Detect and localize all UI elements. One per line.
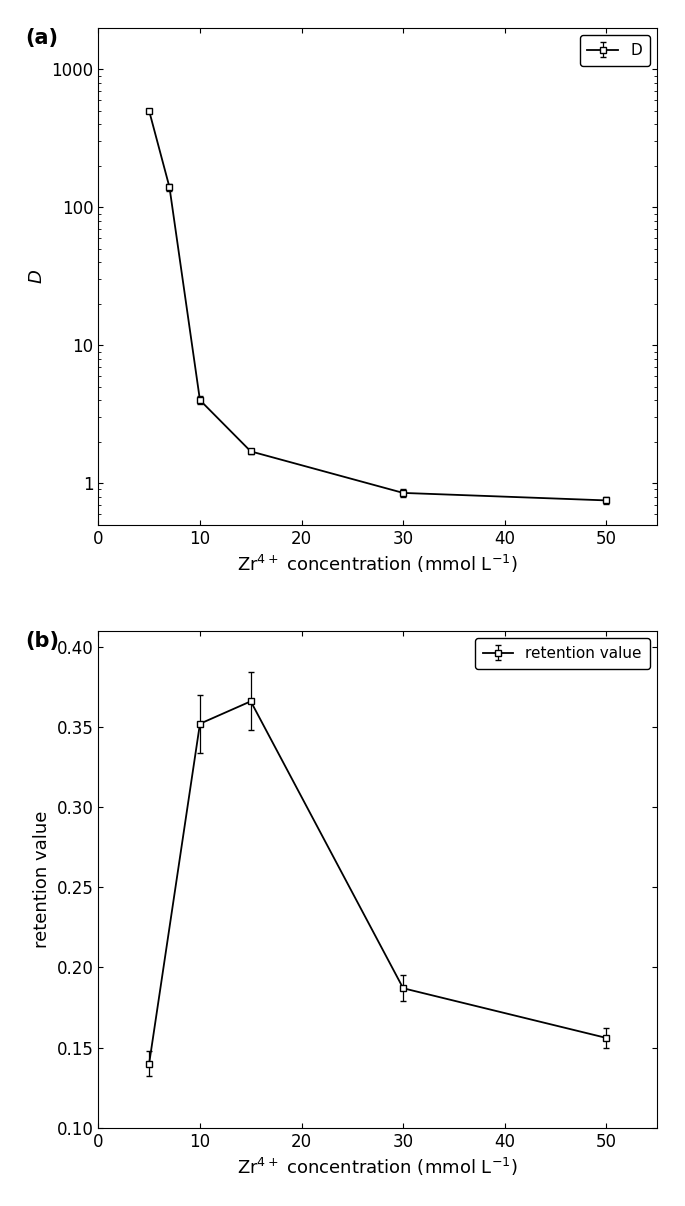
- Text: (b): (b): [25, 631, 60, 651]
- Text: (a): (a): [25, 28, 59, 48]
- X-axis label: Zr$^{4+}$ concentration (mmol L$^{-1}$): Zr$^{4+}$ concentration (mmol L$^{-1}$): [238, 1157, 518, 1178]
- Y-axis label: D: D: [28, 269, 46, 283]
- Legend: D: D: [580, 35, 649, 65]
- Legend: retention value: retention value: [475, 638, 649, 668]
- Y-axis label: retention value: retention value: [33, 810, 51, 948]
- X-axis label: Zr$^{4+}$ concentration (mmol L$^{-1}$): Zr$^{4+}$ concentration (mmol L$^{-1}$): [238, 554, 518, 575]
